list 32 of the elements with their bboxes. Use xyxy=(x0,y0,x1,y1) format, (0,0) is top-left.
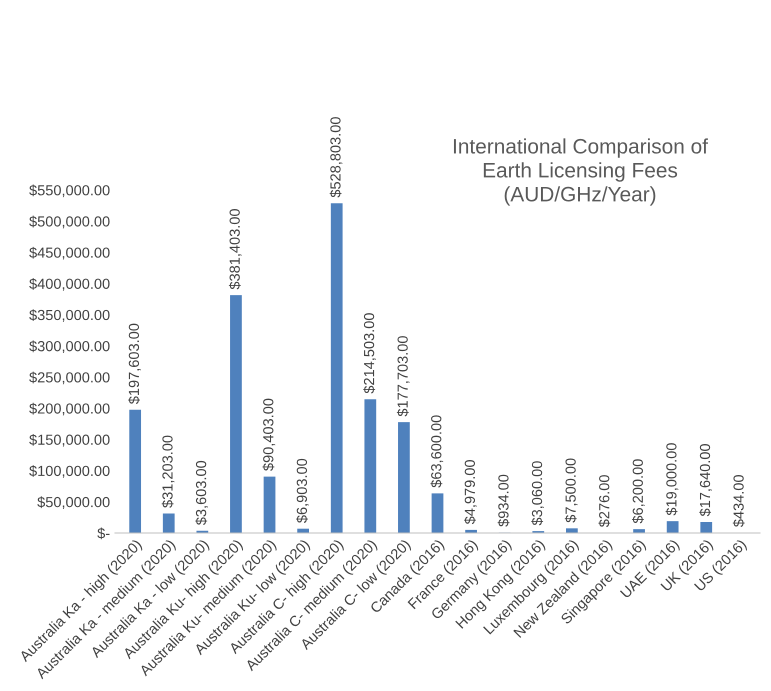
data-label: $6,200.00 xyxy=(632,459,645,524)
data-label: $276.00 xyxy=(598,475,610,528)
y-tick-label: $500,000.00 xyxy=(29,216,110,228)
data-label: $528,803.00 xyxy=(330,117,342,198)
y-tick-label: $250,000.00 xyxy=(29,372,110,384)
y-tick-label: $200,000.00 xyxy=(29,402,110,416)
y-tick-label: $100,000.00 xyxy=(29,465,110,478)
y-tick-label: $550,000.00 xyxy=(29,184,110,198)
data-label: $90,403.00 xyxy=(262,398,276,471)
y-tick-label: $150,000.00 xyxy=(29,434,110,447)
y-tick-label: $450,000.00 xyxy=(29,246,110,260)
chart-title: International Comparison of Earth Licensing Fees (AUD/GHz/Year) xyxy=(454,138,708,206)
data-label: $17,640.00 xyxy=(699,444,712,516)
data-label: $4,979.00 xyxy=(464,460,477,524)
y-tick-label: $350,000.00 xyxy=(29,309,110,322)
data-label: $197,603.00 xyxy=(128,324,141,404)
data-label: $7,500.00 xyxy=(564,458,578,523)
data-label: $934.00 xyxy=(498,474,510,527)
data-label: $381,403.00 xyxy=(228,209,242,290)
data-label: $214,503.00 xyxy=(363,313,376,394)
data-label: $6,903.00 xyxy=(296,458,309,523)
data-label: $63,600.00 xyxy=(430,415,444,488)
data-label: $3,060.00 xyxy=(531,461,544,526)
data-label: $434.00 xyxy=(732,475,745,528)
data-label: $31,203.00 xyxy=(162,436,174,508)
data-label: $177,703.00 xyxy=(396,336,410,416)
data-label: $3,603.00 xyxy=(195,460,208,526)
y-tick-label: $300,000.00 xyxy=(29,340,110,354)
data-label: $19,000.00 xyxy=(666,443,678,516)
y-tick-label: $400,000.00 xyxy=(29,278,110,291)
y-tick-label: $50,000.00 xyxy=(37,496,110,509)
y-tick-label: $- xyxy=(97,527,110,540)
